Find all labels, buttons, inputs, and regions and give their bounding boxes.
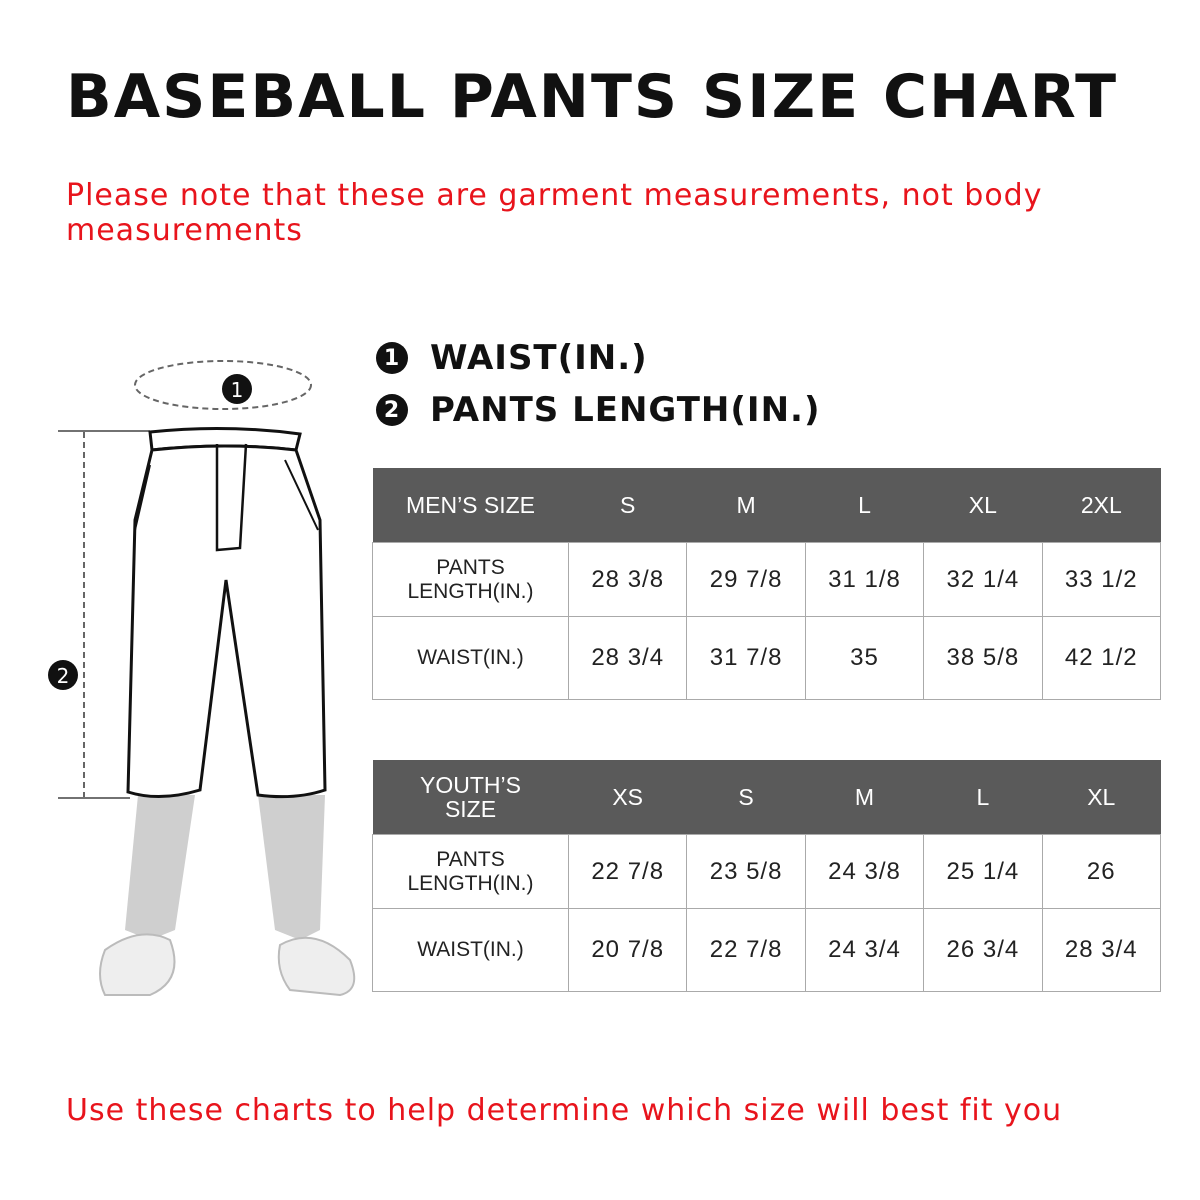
table-cell: 28 3/4	[567, 616, 688, 700]
table-cell: 33 1/2	[1041, 542, 1162, 617]
table-cell: 26 3/4	[923, 908, 1043, 992]
header-cell: M	[805, 760, 924, 835]
table-cell: 24 3/8	[804, 834, 925, 909]
legend-waist: 1 WAIST(IN.)	[376, 338, 648, 378]
header-cell: M	[686, 468, 806, 543]
table-row: WAIST(IN.) 20 7/8 22 7/8 24 3/4 26 3/4 2…	[372, 908, 1162, 992]
table-header-row: MEN’S SIZE S M L XL 2XL	[372, 468, 1161, 543]
header-cell: XL	[923, 468, 1043, 543]
table-row: PANTS LENGTH(IN.) 28 3/8 29 7/8 31 1/8 3…	[372, 542, 1162, 617]
table-cell: 22 7/8	[686, 908, 806, 992]
table-cell: 29 7/8	[686, 542, 806, 617]
waist-measure-ellipse	[134, 360, 312, 410]
table-cell: 24 3/4	[804, 908, 925, 992]
page-title: BASEBALL PANTS SIZE CHART	[66, 62, 1119, 132]
table-cell: 31 1/8	[804, 542, 925, 617]
waist-marker-icon	[222, 374, 252, 404]
table-row: WAIST(IN.) 28 3/4 31 7/8 35 38 5/8 42 1/…	[372, 616, 1162, 700]
header-cell: MEN’S SIZE	[372, 468, 569, 543]
table-cell: 28 3/4	[1041, 908, 1162, 992]
length-marker-icon	[48, 660, 78, 690]
table-cell: 38 5/8	[923, 616, 1043, 700]
header-cell: YOUTH’S SIZE	[372, 760, 569, 835]
table-cell: 23 5/8	[686, 834, 806, 909]
row-label: PANTS LENGTH(IN.)	[372, 834, 569, 909]
legend-length: 2 PANTS LENGTH(IN.)	[376, 390, 821, 430]
row-label: WAIST(IN.)	[372, 908, 569, 992]
legend-label: PANTS LENGTH(IN.)	[430, 390, 821, 430]
measurement-note: Please note that these are garment measu…	[66, 178, 1043, 248]
youth-size-table: YOUTH’S SIZE XS S M L XL PANTS LENGTH(IN…	[372, 760, 1162, 992]
header-cell: S	[568, 468, 687, 543]
header-cell: L	[923, 760, 1043, 835]
number-1-icon: 1	[376, 342, 408, 374]
table-cell: 26	[1041, 834, 1162, 909]
table-cell: 42 1/2	[1041, 616, 1162, 700]
length-marker-text: 2	[57, 664, 70, 688]
table-cell: 31 7/8	[686, 616, 806, 700]
table-cell: 28 3/8	[567, 542, 688, 617]
row-label: WAIST(IN.)	[372, 616, 569, 700]
row-label: PANTS LENGTH(IN.)	[372, 542, 569, 617]
table-cell: 25 1/4	[923, 834, 1043, 909]
table-cell: 35	[804, 616, 925, 700]
legend-label: WAIST(IN.)	[430, 338, 648, 378]
header-cell: L	[805, 468, 924, 543]
table-row: PANTS LENGTH(IN.) 22 7/8 23 5/8 24 3/8 2…	[372, 834, 1162, 909]
footer-note: Use these charts to help determine which…	[66, 1093, 1063, 1128]
table-cell: 32 1/4	[923, 542, 1043, 617]
header-cell: S	[686, 760, 806, 835]
table-cell: 20 7/8	[567, 908, 688, 992]
table-header-row: YOUTH’S SIZE XS S M L XL	[372, 760, 1161, 835]
header-cell: 2XL	[1042, 468, 1161, 543]
header-cell: XL	[1042, 760, 1161, 835]
mens-size-table: MEN’S SIZE S M L XL 2XL PANTS LENGTH(IN.…	[372, 468, 1162, 700]
table-cell: 22 7/8	[567, 834, 688, 909]
number-2-icon: 2	[376, 394, 408, 426]
waist-marker-text: 1	[231, 378, 244, 402]
pants-illustration: 1 2	[48, 360, 356, 997]
header-cell: XS	[568, 760, 687, 835]
